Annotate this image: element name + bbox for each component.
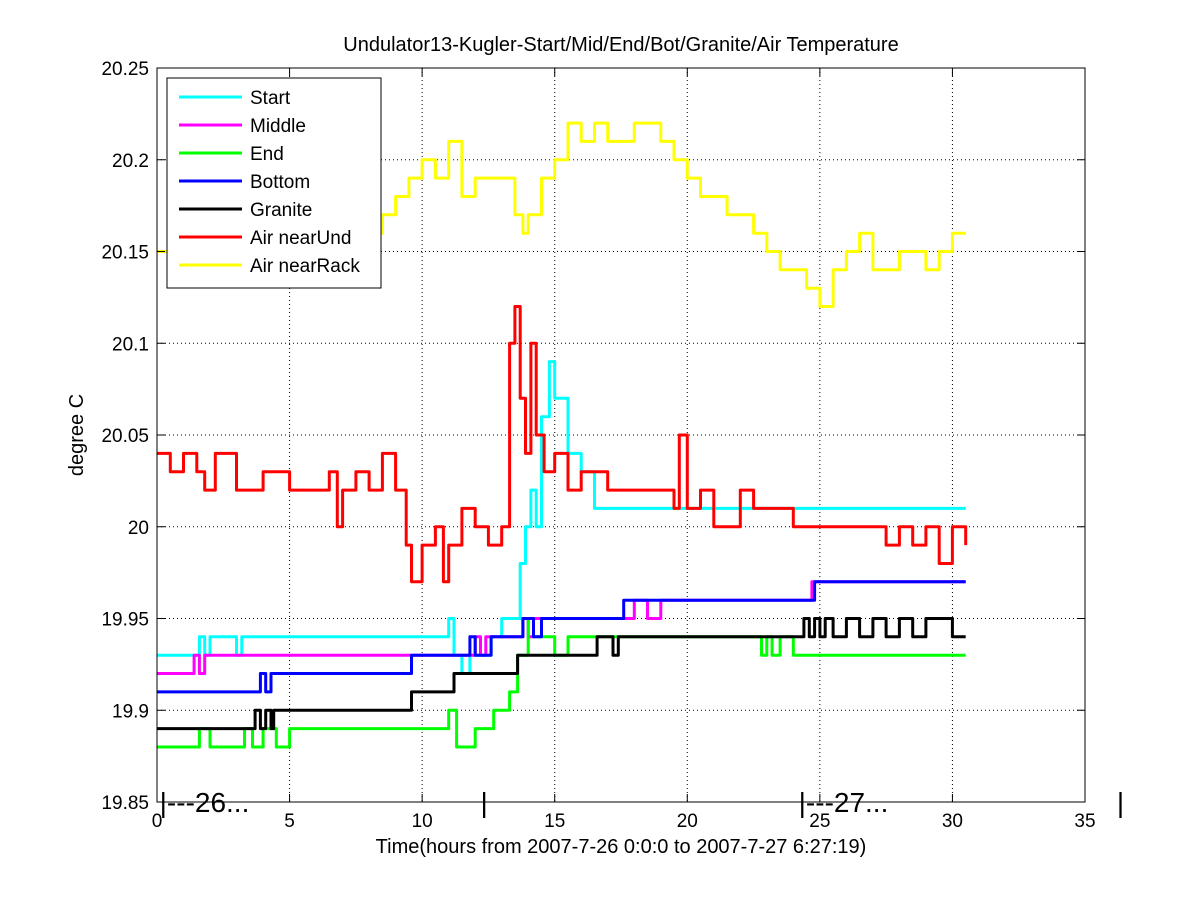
y-tick-label: 19.95 [101,610,149,631]
x-tick-label: 30 [942,811,963,832]
y-tick-label: 20.05 [101,426,149,447]
legend-label: Air nearUnd [250,228,351,249]
x-tick-label: 5 [284,811,295,832]
series-line-bottom [157,580,966,694]
legend-label: Start [250,88,291,109]
series-line-middle [157,580,966,675]
x-tick-label: 15 [544,811,565,832]
y-tick-label: 20 [128,518,149,539]
series-line-air-nearund [157,305,968,584]
x-tick-label: 25 [809,811,830,832]
y-tick-label: 20.1 [112,334,149,355]
date-marker: |---27... [799,787,889,818]
y-tick-label: 19.85 [101,793,149,814]
legend-label: End [250,144,284,165]
y-tick-label: 20.2 [112,151,149,172]
legend-label: Granite [250,200,312,221]
axis-ticks: 0 5 10 15 20 25 30 35 19.85 19.9 19.95 20 20.05 20.1 2… [101,59,1095,832]
legend-label: Middle [250,116,306,137]
date-marker: | [480,787,487,818]
y-tick-label: 19.9 [112,701,149,722]
y-tick-label: 20.25 [101,59,149,80]
chart-title: Undulator13-Kugler-Start/Mid/End/Bot/Gra… [343,34,898,56]
date-markers: |---26... | |---27... | [160,787,1124,818]
legend-box [166,77,382,289]
date-marker: | [1117,787,1124,818]
legend-label: Bottom [250,172,310,193]
x-tick-label: 10 [412,811,433,832]
y-axis-label: degree C [66,394,88,476]
legend-label: Air nearRack [250,256,360,277]
series-line-granite [157,617,966,731]
x-tick-label: 0 [152,811,163,832]
x-tick-label: 35 [1074,811,1095,832]
date-marker: |---26... [160,787,250,818]
y-tick-label: 20.15 [101,243,149,264]
x-tick-label: 20 [677,811,698,832]
legend: Start Middle End Bottom Granite Air nearUnd Ai… [166,77,382,289]
series-line-start [157,360,966,675]
x-axis-label: Time(hours from 2007-7-26 0:0:0 to 2007-… [376,836,867,858]
